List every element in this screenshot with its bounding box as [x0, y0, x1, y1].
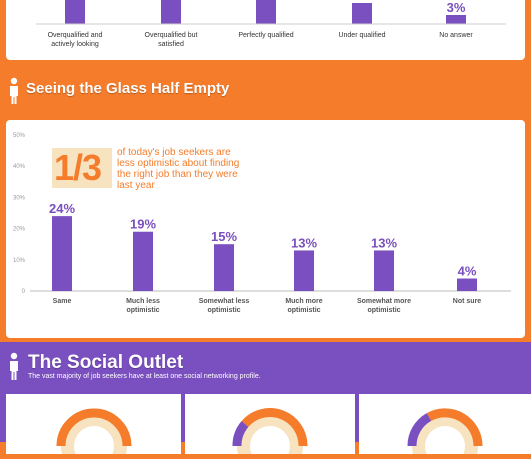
category-label: Much more: [285, 298, 322, 305]
bar: [457, 278, 477, 291]
y-tick-label: 0: [22, 289, 26, 295]
bar: [161, 0, 181, 24]
bar: [52, 216, 72, 291]
bar: [133, 231, 153, 291]
glass-chart-panel: 0 10% 20% 30% 40% 50% 24% Same 19% Much less optim…: [6, 120, 525, 338]
person-icon: [10, 352, 18, 380]
y-tick-label: 30%: [13, 195, 26, 201]
category-label: Overqualified but: [145, 32, 198, 39]
bar: [446, 15, 466, 24]
callout-fraction: 1/3: [54, 147, 102, 188]
top-chart: Overqualified and actively looking Overqua…: [36, 0, 506, 48]
top-chart-panel: Overqualified and actively looking Overqua…: [6, 0, 525, 60]
data-label: 15%: [211, 229, 237, 244]
callout-text: of today's job seekers are less optimist…: [117, 147, 240, 191]
section-title-social: The Social Outlet: [28, 352, 184, 373]
category-label: actively looking: [51, 41, 99, 48]
bar: [214, 244, 234, 291]
category-label: Somewhat less: [199, 298, 250, 305]
category-label: optimistic: [367, 307, 400, 314]
y-tick-label: 10%: [13, 258, 26, 264]
data-label: 19%: [130, 217, 156, 232]
category-label: Not sure: [453, 298, 482, 305]
y-tick-label: 20%: [13, 227, 26, 233]
category-label: satisfied: [158, 41, 184, 48]
category-label: No answer: [439, 32, 473, 39]
data-label: 4%: [458, 264, 477, 279]
bar: [256, 0, 276, 24]
category-label: optimistic: [287, 307, 320, 314]
bar: [352, 3, 372, 24]
donut-chart: [56, 408, 132, 459]
category-label: optimistic: [207, 307, 240, 314]
category-label: Under qualified: [338, 32, 385, 39]
data-label: 13%: [371, 235, 397, 250]
category-label: Overqualified and: [48, 32, 103, 39]
bar: [65, 0, 85, 24]
person-icon: [10, 77, 18, 104]
callout-box: [52, 148, 112, 188]
data-label: 3%: [447, 0, 466, 15]
social-card: [185, 394, 355, 459]
category-label: Same: [53, 298, 72, 305]
y-tick-label: 50%: [13, 133, 26, 139]
data-label: 13%: [291, 235, 317, 250]
bar: [374, 250, 394, 291]
social-section: The Social Outlet The vast majority of j…: [0, 342, 531, 459]
category-label: optimistic: [126, 307, 159, 314]
glass-chart: 0 10% 20% 30% 40% 50% 24% Same 19% Much less optim…: [13, 133, 511, 314]
category-label: Perfectly qualified: [238, 32, 293, 39]
donut-chart: [232, 408, 308, 459]
section-title-glass: Seeing the Glass Half Empty: [26, 80, 230, 97]
social-card: [359, 394, 531, 459]
category-label: Much less: [126, 298, 160, 305]
section-subtitle-social: The vast majority of job seekers have at…: [28, 373, 261, 380]
social-card: [6, 394, 181, 459]
bar: [294, 250, 314, 291]
y-tick-label: 40%: [13, 164, 26, 170]
donut-chart: [407, 408, 483, 459]
data-label: 24%: [49, 201, 75, 216]
category-label: Somewhat more: [357, 298, 411, 305]
